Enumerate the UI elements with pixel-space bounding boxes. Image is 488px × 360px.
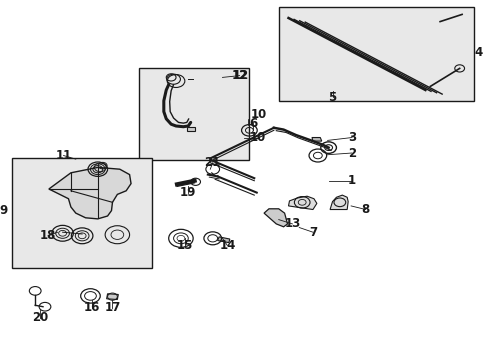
Polygon shape — [311, 138, 321, 141]
Text: 12: 12 — [231, 69, 247, 82]
Text: 13: 13 — [284, 217, 300, 230]
Text: 8: 8 — [361, 203, 369, 216]
Text: 20: 20 — [32, 311, 48, 324]
Polygon shape — [329, 195, 347, 210]
Text: 3: 3 — [347, 131, 355, 144]
Text: 9: 9 — [0, 204, 8, 217]
Polygon shape — [106, 294, 118, 300]
Text: 15: 15 — [176, 239, 193, 252]
Polygon shape — [288, 196, 316, 210]
Bar — [139, 68, 249, 160]
Text: 1: 1 — [347, 174, 355, 187]
Text: 4: 4 — [473, 46, 481, 59]
Polygon shape — [49, 167, 131, 219]
Polygon shape — [217, 237, 229, 243]
Bar — [278, 7, 473, 101]
Polygon shape — [186, 127, 194, 131]
Text: 10: 10 — [249, 131, 266, 144]
Text: 2: 2 — [347, 147, 355, 159]
Bar — [12, 158, 151, 268]
Text: 21: 21 — [204, 156, 221, 169]
Text: 5: 5 — [328, 91, 336, 104]
Text: 6: 6 — [249, 117, 257, 130]
Text: 10: 10 — [250, 108, 267, 121]
Polygon shape — [264, 209, 287, 227]
Text: 18: 18 — [40, 229, 56, 242]
Text: 19: 19 — [180, 186, 196, 199]
Text: 17: 17 — [104, 301, 121, 314]
Text: 7: 7 — [308, 226, 316, 239]
Text: 16: 16 — [83, 301, 100, 314]
Text: 11: 11 — [55, 149, 72, 162]
Text: 14: 14 — [219, 239, 235, 252]
Text: 12: 12 — [232, 69, 248, 82]
